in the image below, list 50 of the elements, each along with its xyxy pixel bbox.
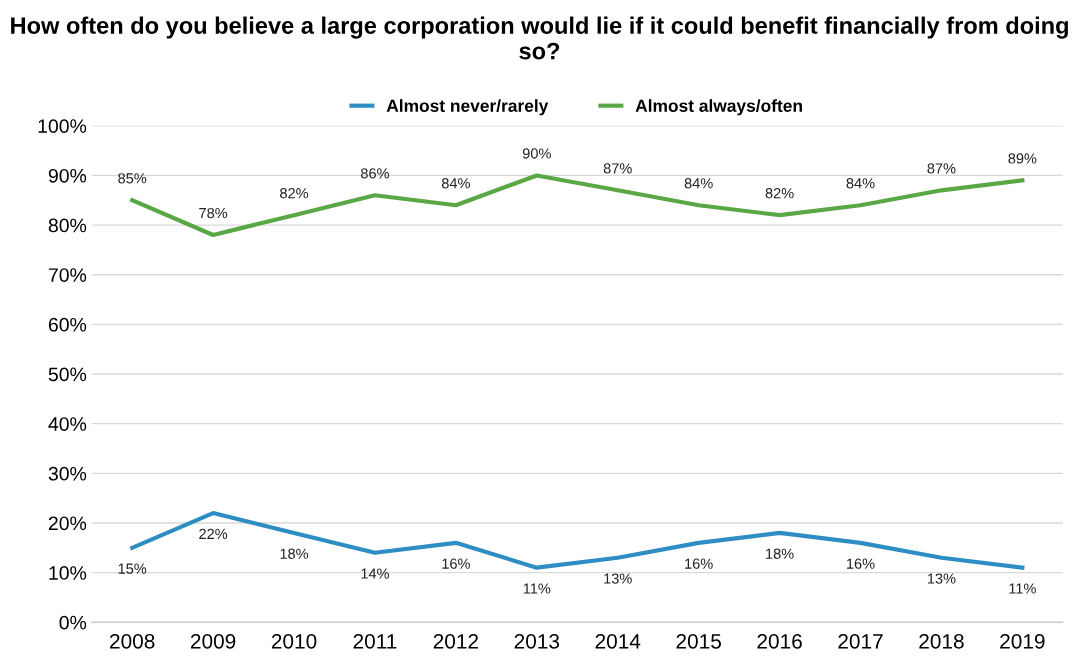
data-label: 87% xyxy=(927,163,956,174)
y-tick-label: 60% xyxy=(48,317,87,332)
data-label: 13% xyxy=(927,573,956,584)
y-tick-label: 50% xyxy=(48,367,87,382)
x-tick-label: 2013 xyxy=(514,633,560,649)
data-label: 16% xyxy=(442,558,470,569)
data-label: 85% xyxy=(118,173,147,184)
x-tick-label: 2014 xyxy=(595,633,641,649)
x-tick-label: 2019 xyxy=(1000,633,1045,649)
data-label: 14% xyxy=(361,568,390,579)
x-tick-label: 2011 xyxy=(353,633,397,649)
x-tick-label: 2016 xyxy=(757,633,802,649)
data-label: 84% xyxy=(441,178,470,189)
data-label: 84% xyxy=(846,178,875,189)
data-label: 87% xyxy=(603,163,632,174)
chart-title: How often do you believe a large corporation would lie if it could benefit financially from doing so? xyxy=(11,16,1068,60)
legend-label: Almost always/often xyxy=(635,99,802,116)
x-tick-label: 2012 xyxy=(433,633,479,649)
x-tick-label: 2010 xyxy=(271,633,317,649)
x-tick-label: 2015 xyxy=(676,633,721,649)
data-label: 89% xyxy=(1008,153,1037,164)
data-label: 16% xyxy=(685,558,713,569)
x-tick-label: 2018 xyxy=(919,633,964,649)
legend-label: Almost never/rarely xyxy=(386,99,549,116)
y-tick-label: 40% xyxy=(48,417,87,431)
data-label: 78% xyxy=(199,207,228,219)
data-label: 84% xyxy=(684,178,713,189)
y-tick-label: 70% xyxy=(48,268,87,282)
y-tick-label: 100% xyxy=(38,119,87,134)
data-label: 82% xyxy=(280,188,309,199)
data-label: 16% xyxy=(847,558,875,569)
x-tick-label: 2009 xyxy=(190,633,236,649)
data-label: 18% xyxy=(766,548,794,559)
data-label: 13% xyxy=(604,573,632,584)
data-label: 11% xyxy=(523,583,551,594)
y-tick-label: 10% xyxy=(49,566,87,580)
y-tick-label: 90% xyxy=(48,168,87,183)
data-label: 82% xyxy=(765,188,794,199)
data-label: 15% xyxy=(118,563,147,574)
data-label: 22% xyxy=(199,528,228,539)
y-tick-label: 30% xyxy=(48,466,87,481)
data-label: 11% xyxy=(1009,583,1036,594)
x-tick-label: 2017 xyxy=(838,633,883,649)
data-label: 90% xyxy=(522,148,551,159)
y-tick-label: 20% xyxy=(48,516,87,531)
y-tick-label: 80% xyxy=(48,218,87,233)
y-tick-label: 0% xyxy=(59,615,87,630)
data-label: 86% xyxy=(360,168,390,179)
data-label: 18% xyxy=(280,548,309,559)
x-tick-label: 2008 xyxy=(110,633,155,649)
